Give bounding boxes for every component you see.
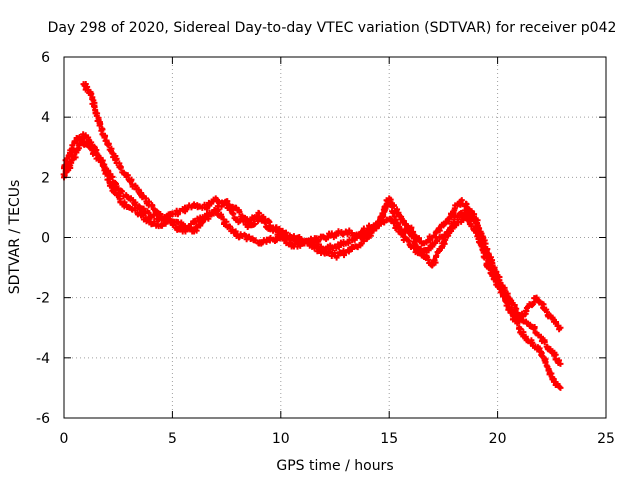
trace-marker bbox=[145, 209, 152, 216]
trace-marker bbox=[496, 282, 503, 289]
trace-marker bbox=[404, 222, 411, 229]
trace-marker bbox=[109, 173, 116, 180]
x-tick-label: 25 bbox=[597, 431, 615, 447]
data-point bbox=[550, 378, 557, 385]
trace-marker bbox=[279, 227, 286, 234]
trace-marker bbox=[132, 199, 139, 206]
data-points bbox=[60, 81, 564, 391]
trace-marker bbox=[555, 357, 562, 364]
trace-marker bbox=[224, 198, 231, 205]
trace-marker bbox=[390, 220, 397, 227]
x-tick-label: 5 bbox=[168, 431, 177, 447]
trace-marker bbox=[375, 218, 382, 225]
x-axis-label: GPS time / hours bbox=[276, 458, 393, 474]
trace-marker bbox=[273, 224, 280, 231]
x-tick-label: 20 bbox=[489, 431, 507, 447]
trace-marker bbox=[140, 205, 147, 212]
trace-marker bbox=[246, 220, 253, 227]
trace-marker bbox=[459, 211, 466, 218]
trace-marker bbox=[230, 210, 237, 217]
trace-marker bbox=[377, 215, 384, 222]
trace-marker bbox=[552, 319, 559, 326]
trace-marker bbox=[215, 206, 222, 213]
trace-marker bbox=[442, 236, 449, 243]
y-tick-label: -4 bbox=[36, 351, 50, 367]
trace-marker bbox=[197, 222, 204, 229]
x-tick-label: 10 bbox=[272, 431, 290, 447]
trace-marker bbox=[390, 202, 397, 209]
trace-marker bbox=[541, 339, 548, 346]
trace-marker bbox=[513, 305, 520, 312]
y-axis-label: SDTVAR / TECUs bbox=[7, 180, 23, 295]
trace-marker bbox=[434, 237, 441, 244]
trace-marker bbox=[476, 225, 483, 232]
trace-marker bbox=[204, 204, 211, 211]
data-point bbox=[557, 384, 564, 391]
trace-marker bbox=[504, 300, 511, 307]
y-tick-label: 0 bbox=[41, 231, 50, 247]
trace-marker bbox=[304, 238, 311, 245]
trace-marker bbox=[344, 231, 351, 238]
trace-marker bbox=[545, 366, 552, 373]
data-point bbox=[557, 360, 564, 367]
trace-marker bbox=[151, 218, 158, 225]
trace-marker bbox=[446, 214, 453, 221]
trace-marker bbox=[205, 215, 212, 222]
x-tick-label: 0 bbox=[60, 431, 69, 447]
x-tick-labels: 0 5 10 15 20 25 bbox=[60, 431, 615, 447]
trace-marker bbox=[128, 177, 135, 184]
trace-marker bbox=[117, 164, 124, 171]
trace-marker bbox=[226, 223, 233, 230]
y-tick-label: -6 bbox=[36, 411, 50, 427]
trace-marker bbox=[500, 292, 507, 299]
trace-marker bbox=[345, 240, 352, 247]
data-point bbox=[557, 324, 564, 331]
trace-marker bbox=[433, 253, 440, 260]
trace-marker bbox=[431, 257, 438, 264]
trace-marker bbox=[367, 230, 374, 237]
trace-marker bbox=[405, 237, 412, 244]
trace-marker bbox=[105, 167, 112, 174]
y-tick-label: 6 bbox=[41, 50, 50, 66]
trace-marker bbox=[436, 227, 443, 234]
trace-marker bbox=[97, 121, 104, 128]
trace-marker bbox=[113, 183, 120, 190]
trace-marker bbox=[124, 172, 131, 179]
trace-marker bbox=[398, 213, 405, 220]
axis-ticks bbox=[63, 56, 607, 419]
y-tick-labels: -6 -4 -2 0 2 4 6 bbox=[36, 50, 50, 427]
trace-marker bbox=[149, 202, 156, 209]
trace-marker bbox=[499, 287, 506, 294]
y-tick-label: 2 bbox=[41, 170, 50, 186]
trace-marker bbox=[536, 345, 543, 352]
trace-marker bbox=[328, 230, 335, 237]
trace-marker bbox=[491, 264, 498, 271]
chart-title: Day 298 of 2020, Sidereal Day-to-day VTE… bbox=[48, 20, 617, 36]
trace-marker bbox=[400, 217, 407, 224]
trace-marker bbox=[90, 103, 97, 110]
trace-marker bbox=[119, 188, 126, 195]
trace-marker bbox=[345, 248, 352, 255]
series-track-3 bbox=[80, 81, 564, 333]
trace-marker bbox=[70, 146, 77, 153]
trace-marker bbox=[164, 215, 171, 222]
trace-marker bbox=[236, 208, 243, 215]
grid-lines bbox=[64, 57, 606, 418]
trace-marker bbox=[395, 209, 402, 216]
trace-marker bbox=[105, 141, 112, 148]
y-tick-label: 4 bbox=[41, 110, 50, 126]
trace-marker bbox=[482, 240, 489, 247]
x-tick-label: 15 bbox=[380, 431, 398, 447]
trace-marker bbox=[393, 224, 400, 231]
y-tick-label: -2 bbox=[36, 291, 50, 307]
